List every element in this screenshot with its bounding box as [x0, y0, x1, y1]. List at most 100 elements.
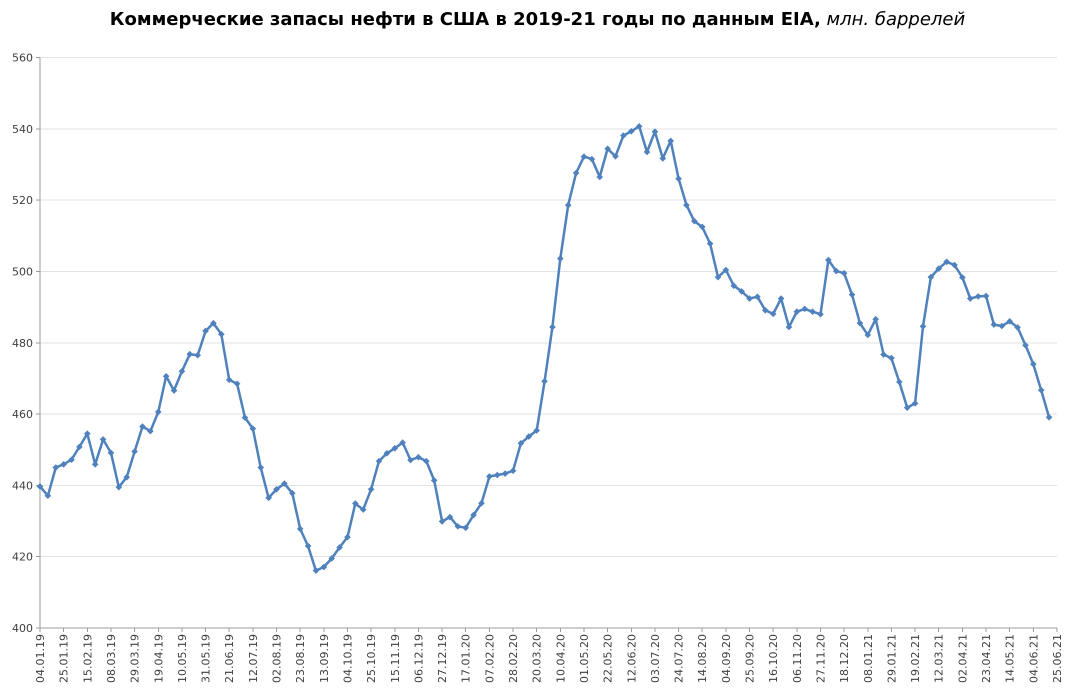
x-axis-label: 12.03.21 — [933, 634, 946, 683]
data-point-marker — [903, 404, 911, 411]
data-series-line — [38, 125, 1051, 572]
data-point-marker — [864, 331, 872, 339]
y-axis-label: 420 — [12, 551, 33, 564]
data-point-marker — [202, 327, 209, 335]
data-point-marker — [44, 492, 52, 500]
y-axis-label: 460 — [12, 408, 33, 421]
data-point-marker — [1037, 386, 1045, 394]
y-axis-label: 560 — [12, 52, 33, 65]
x-axis-label: 01.05.20 — [578, 634, 591, 683]
x-axis-label: 04.10.19 — [341, 634, 354, 683]
chart-title-main: Коммерческие запасы нефти в США в 2019-2… — [109, 9, 821, 30]
data-point-marker — [683, 201, 690, 209]
x-axis-label: 23.04.21 — [980, 634, 993, 683]
data-point-marker — [1045, 413, 1053, 421]
data-point-marker — [328, 555, 335, 562]
data-point-marker — [91, 461, 99, 468]
data-point-marker — [525, 433, 533, 440]
data-point-marker — [84, 430, 91, 437]
data-point-marker — [580, 153, 588, 160]
x-axis-label: 02.08.19 — [271, 634, 284, 683]
data-point-marker — [446, 513, 454, 521]
x-axis-label: 12.07.19 — [247, 634, 260, 683]
x-axis-label: 10.04.20 — [554, 634, 567, 683]
data-point-marker — [880, 351, 887, 358]
data-point-marker — [288, 489, 296, 497]
data-point-marker — [832, 267, 840, 275]
data-point-marker — [714, 273, 722, 281]
data-point-marker — [722, 266, 730, 274]
data-point-marker — [888, 354, 895, 362]
x-axis-label: 16.10.20 — [767, 634, 780, 683]
data-point-marker — [257, 464, 265, 471]
x-axis-label: 25.10.19 — [365, 634, 378, 683]
y-axis-label: 540 — [12, 123, 33, 136]
data-point-marker — [785, 323, 793, 331]
y-axis-label: 400 — [12, 622, 33, 635]
data-point-marker — [493, 471, 501, 479]
data-point-marker — [352, 500, 359, 507]
data-point-marker — [959, 274, 966, 281]
data-point-marker — [706, 240, 714, 247]
data-point-marker — [52, 464, 60, 471]
x-axis-label: 06.12.19 — [412, 634, 425, 683]
data-point-marker — [454, 523, 462, 530]
data-point-marker — [557, 255, 564, 262]
data-point-marker — [131, 448, 138, 455]
chart-title: Коммерческие запасы нефти в США в 2019-2… — [0, 7, 1075, 33]
data-point-marker — [178, 367, 186, 375]
data-point-marker — [225, 376, 233, 384]
data-point-marker — [1030, 360, 1037, 368]
x-axis-label: 19.04.19 — [152, 634, 165, 683]
x-axis-label: 25.01.19 — [58, 634, 71, 683]
data-point-marker — [966, 295, 974, 302]
data-point-marker — [793, 308, 801, 316]
x-axis-label: 23.08.19 — [294, 634, 307, 683]
x-axis-label: 19.02.21 — [909, 634, 922, 683]
x-axis-label: 04.09.20 — [720, 634, 733, 683]
data-point-marker — [943, 258, 950, 266]
data-point-marker — [430, 477, 438, 484]
data-point-marker — [415, 453, 422, 461]
data-point-marker — [817, 310, 824, 318]
data-point-marker — [541, 377, 548, 385]
data-point-marker — [486, 473, 493, 480]
data-point-marker — [147, 427, 154, 435]
data-point-marker — [935, 265, 943, 272]
x-axis-label: 29.03.19 — [129, 634, 142, 683]
data-point-marker — [186, 350, 194, 358]
x-axis-label: 13.09.19 — [318, 634, 331, 683]
x-axis-label: 29.01.21 — [885, 634, 898, 683]
data-point-marker — [911, 400, 919, 407]
data-point-marker — [825, 256, 832, 264]
data-point-marker — [107, 449, 115, 457]
x-axis-label: 24.07.20 — [673, 634, 686, 683]
data-point-marker — [659, 155, 667, 162]
data-point-marker — [588, 155, 596, 163]
data-point-marker — [383, 449, 391, 457]
data-point-marker — [667, 137, 674, 145]
data-point-marker — [367, 485, 375, 493]
data-point-marker — [840, 269, 848, 277]
data-point-marker — [170, 387, 178, 394]
data-point-marker — [698, 223, 706, 231]
data-point-marker — [762, 307, 769, 314]
x-axis-label: 04.01.19 — [34, 634, 47, 683]
data-point-marker — [809, 308, 816, 316]
x-axis-label: 21.06.19 — [223, 634, 236, 683]
x-axis-label: 04.06.21 — [1027, 634, 1040, 683]
data-point-marker — [1022, 341, 1029, 349]
data-point-marker — [769, 310, 777, 318]
data-point-marker — [691, 217, 698, 225]
x-axis-label: 28.02.20 — [507, 634, 520, 683]
data-point-marker — [241, 414, 249, 421]
data-point-marker — [754, 293, 761, 301]
data-point-marker — [423, 457, 430, 465]
data-point-marker — [273, 485, 280, 493]
data-point-marker — [635, 123, 643, 130]
data-point-marker — [218, 330, 225, 338]
data-point-marker — [154, 408, 162, 416]
data-point-marker — [549, 323, 556, 331]
data-point-marker — [604, 145, 611, 153]
